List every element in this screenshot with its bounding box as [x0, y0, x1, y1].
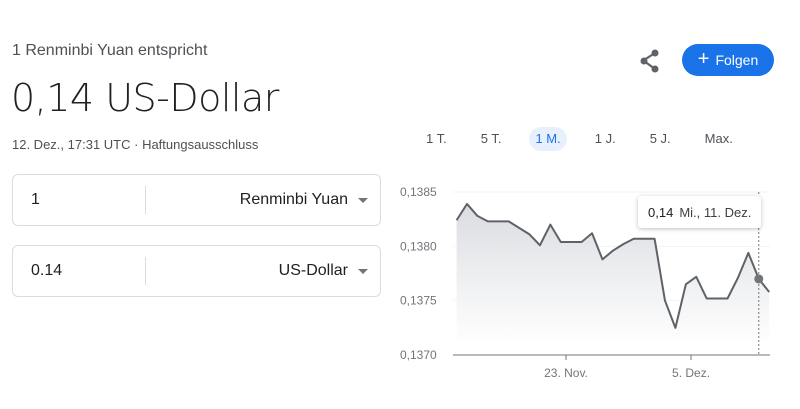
- from-currency-label: Renminbi Yuan: [239, 191, 348, 208]
- chart-tooltip: 0,14 Mi., 11. Dez.: [638, 196, 762, 228]
- range-tab[interactable]: 1 T.: [426, 131, 447, 146]
- follow-label: Folgen: [715, 52, 759, 68]
- disclaimer-link[interactable]: Haftungsausschluss: [142, 137, 259, 152]
- from-amount-input[interactable]: [29, 190, 145, 210]
- share-button[interactable]: [636, 47, 664, 75]
- chevron-down-icon: [358, 197, 368, 203]
- hover-point: [754, 274, 764, 284]
- divider: [145, 257, 146, 285]
- x-tick-label: 5. Dez.: [672, 366, 710, 380]
- rate-line: [455, 202, 770, 329]
- y-tick-label: 0,1380: [400, 239, 437, 253]
- from-currency-select[interactable]: Renminbi Yuan: [146, 191, 380, 209]
- x-tick-label: 23. Nov.: [544, 366, 588, 380]
- from-currency-row: Renminbi Yuan: [12, 174, 381, 226]
- to-currency-row: US-Dollar: [12, 245, 381, 297]
- range-tab[interactable]: 5 J.: [649, 131, 671, 146]
- to-currency-label: US-Dollar: [278, 262, 348, 279]
- divider: [145, 186, 146, 214]
- follow-button[interactable]: + Folgen: [682, 44, 774, 76]
- conversion-result: 0,14 US-Dollar: [11, 76, 279, 120]
- y-tick-label: 0,1370: [400, 348, 437, 362]
- timestamp: 12. Dez., 17:31 UTC: [12, 137, 131, 152]
- plus-icon: +: [697, 48, 710, 70]
- tooltip-value: 0,14: [648, 204, 674, 220]
- range-tab[interactable]: 1 M.: [529, 127, 567, 151]
- tooltip-date: Mi., 11. Dez.: [679, 204, 752, 220]
- chevron-down-icon: [358, 268, 368, 274]
- y-tick-label: 0,1375: [400, 294, 437, 308]
- y-tick-label: 0,1385: [400, 185, 437, 199]
- range-tab[interactable]: 1 J.: [594, 131, 616, 146]
- separator: ·: [130, 137, 143, 152]
- range-tab[interactable]: Max.: [704, 131, 733, 146]
- to-amount-input[interactable]: [29, 261, 145, 281]
- timestamp-line: 12. Dez., 17:31 UTC · Haftungsausschluss: [12, 137, 258, 152]
- exchange-rate-chart[interactable]: 0,1385 0,1380 0,1375 0,1370 23. Nov. 5. Dez.: [395, 175, 785, 395]
- time-range-tabs: 1 T. 5 T. 1 M. 1 J. 5 J. Max.: [420, 127, 761, 151]
- chart-area: [456, 203, 770, 347]
- to-currency-select[interactable]: US-Dollar: [146, 262, 380, 280]
- share-icon: [640, 49, 659, 73]
- range-tab[interactable]: 5 T.: [480, 131, 502, 146]
- conversion-subtitle: 1 Renminbi Yuan entspricht: [12, 42, 208, 59]
